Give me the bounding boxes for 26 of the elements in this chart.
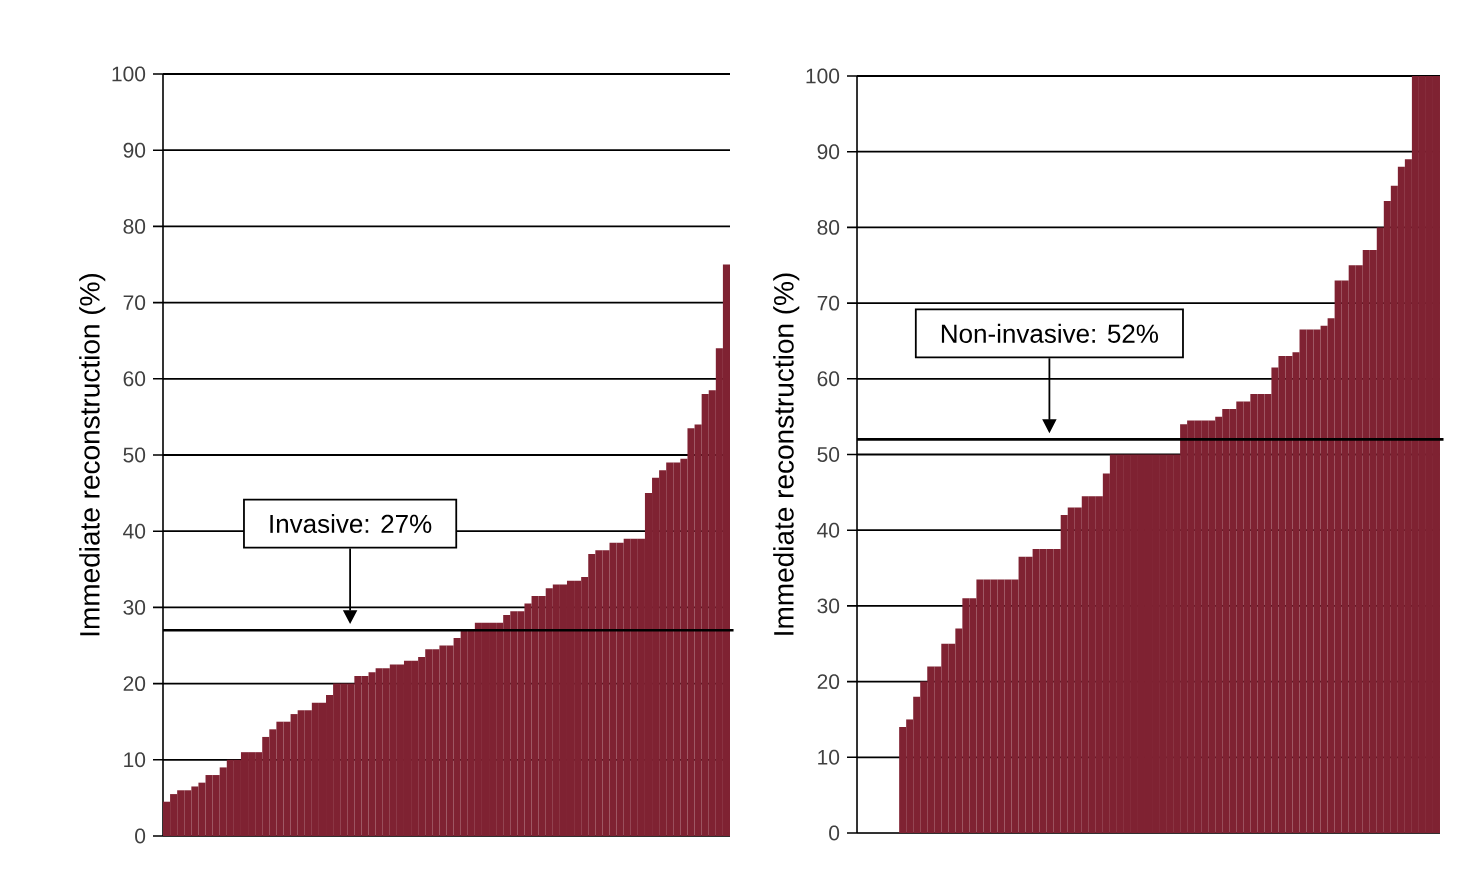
y-tick-label: 10 <box>124 752 146 768</box>
y-tick-label: 0 <box>829 825 840 841</box>
y-tick-label: 50 <box>817 447 840 462</box>
y-tick-label: 100 <box>806 68 840 84</box>
y-tick-label: 20 <box>817 674 840 690</box>
y-tick-label: 20 <box>123 676 146 692</box>
y-tick-label: 50 <box>123 447 146 463</box>
y-tick-label: 60 <box>123 371 146 387</box>
y-tick-label: 0 <box>135 828 146 844</box>
y-tick-label: 80 <box>123 218 146 234</box>
y-tick-label: 70 <box>817 295 840 311</box>
y-tick-label: 90 <box>123 142 146 158</box>
ref-line-label: Invasive: 27% <box>270 514 432 534</box>
y-axis-title: Immediate reconstruction (%) <box>773 273 800 635</box>
y-tick-label: 60 <box>817 371 840 387</box>
ref-line-label: Non-invasive: 52% <box>941 323 1159 343</box>
y-tick-label: 40 <box>817 522 840 538</box>
y-tick-label: 90 <box>817 144 840 160</box>
y-tick-label: 100 <box>112 66 146 82</box>
y-tick-label: 10 <box>818 749 840 765</box>
y-tick-label: 30 <box>817 598 840 614</box>
y-tick-label: 70 <box>123 295 146 311</box>
y-tick-label: 30 <box>123 599 146 615</box>
y-tick-label: 80 <box>817 219 840 235</box>
y-tick-label: 40 <box>123 523 146 539</box>
y-axis-title: Immediate reconstruction (%) <box>79 273 106 636</box>
